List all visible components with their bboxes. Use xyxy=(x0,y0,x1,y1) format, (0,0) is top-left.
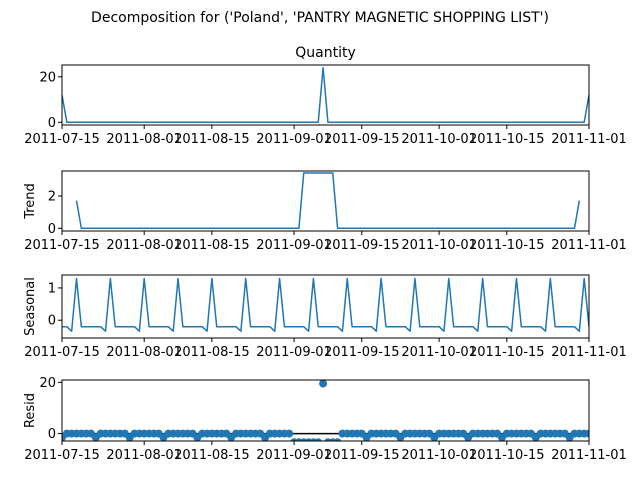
y-tick-label: 2 xyxy=(48,190,56,205)
panel-3: Seasonal 0 1 2011-07-15 2011-08-012011-08-15… xyxy=(23,274,627,360)
resid-point xyxy=(595,430,603,438)
x-tick-label: 2011-11-01 xyxy=(551,238,627,253)
resid-point xyxy=(314,438,323,441)
x-tick-label: 2011-08-01 xyxy=(106,448,182,463)
resid-point xyxy=(585,429,589,438)
figure-suptitle: Decomposition for ('Poland', 'PANTRY MAG… xyxy=(91,10,549,26)
x-tick-label: 2011-10-01 xyxy=(401,345,477,360)
resid-point xyxy=(614,430,622,438)
plot-frame xyxy=(61,170,590,232)
y-tick-label: 0 xyxy=(48,314,56,329)
x-tick-label: 2011-11-01 xyxy=(551,448,627,463)
x-tick-label: 2011-07-15 xyxy=(24,238,100,253)
resid-point xyxy=(624,430,632,438)
series-line xyxy=(75,172,581,230)
resid-point xyxy=(285,429,294,438)
x-tick-label: 2011-10-15 xyxy=(469,345,545,360)
resid-point xyxy=(333,438,342,441)
x-tick-label: 2011-09-15 xyxy=(324,345,400,360)
x-tick-label: 2011-08-15 xyxy=(174,238,250,253)
x-tick-label: 2011-09-01 xyxy=(256,132,332,147)
panel-1: Quantity 0 20 2011-07-15 2011-08-012011-08-1… xyxy=(24,45,627,147)
y-axis-label: Seasonal xyxy=(23,277,38,336)
panel-title: Quantity xyxy=(295,45,356,61)
x-tick-label: 2011-09-15 xyxy=(324,132,400,147)
resid-point xyxy=(600,433,608,441)
resid-point xyxy=(609,430,617,438)
x-tick-label: 2011-08-01 xyxy=(106,132,182,147)
x-tick-label: 2011-08-01 xyxy=(106,238,182,253)
resid-point xyxy=(590,430,598,438)
x-tick-label: 2011-10-15 xyxy=(469,448,545,463)
y-tick-label: 20 xyxy=(39,376,56,391)
x-tick-label: 2011-10-01 xyxy=(401,448,477,463)
plot-frame xyxy=(61,64,590,126)
y-tick-label: 20 xyxy=(39,70,56,85)
y-tick-label: 0 xyxy=(48,222,56,237)
x-tick-label: 2011-09-15 xyxy=(324,448,400,463)
x-tick-label: 2011-08-15 xyxy=(174,448,250,463)
x-tick-label: 2011-07-15 xyxy=(24,132,100,147)
x-tick-label: 2011-10-01 xyxy=(401,132,477,147)
resid-point xyxy=(604,430,612,438)
y-axis-label: Resid xyxy=(23,393,38,428)
y-tick-label: 1 xyxy=(48,281,56,296)
resid-point xyxy=(319,380,328,388)
x-tick-label: 2011-09-01 xyxy=(256,345,332,360)
x-tick-label: 2011-09-01 xyxy=(256,238,332,253)
x-tick-label: 2011-11-01 xyxy=(551,132,627,147)
resid-point xyxy=(629,430,637,438)
series-line xyxy=(62,66,589,124)
x-tick-label: 2011-07-15 xyxy=(24,448,100,463)
x-tick-label: 2011-08-15 xyxy=(174,132,250,147)
plot-frame xyxy=(61,274,590,339)
y-tick-label: 0 xyxy=(48,427,56,442)
y-tick-label: 0 xyxy=(48,116,56,131)
series-line xyxy=(62,277,589,332)
y-axis-label: Trend xyxy=(23,183,38,220)
resid-point xyxy=(633,433,640,441)
x-tick-label: 2011-11-01 xyxy=(551,345,627,360)
x-tick-label: 2011-08-15 xyxy=(174,345,250,360)
x-tick-label: 2011-10-01 xyxy=(401,238,477,253)
x-tick-label: 2011-09-01 xyxy=(256,448,332,463)
x-tick-label: 2011-07-15 xyxy=(24,345,100,360)
x-tick-label: 2011-10-15 xyxy=(469,132,545,147)
x-tick-label: 2011-09-15 xyxy=(324,238,400,253)
plot-frame xyxy=(61,379,590,442)
x-tick-label: 2011-10-15 xyxy=(469,238,545,253)
x-tick-label: 2011-08-01 xyxy=(106,345,182,360)
resid-point xyxy=(619,430,627,438)
